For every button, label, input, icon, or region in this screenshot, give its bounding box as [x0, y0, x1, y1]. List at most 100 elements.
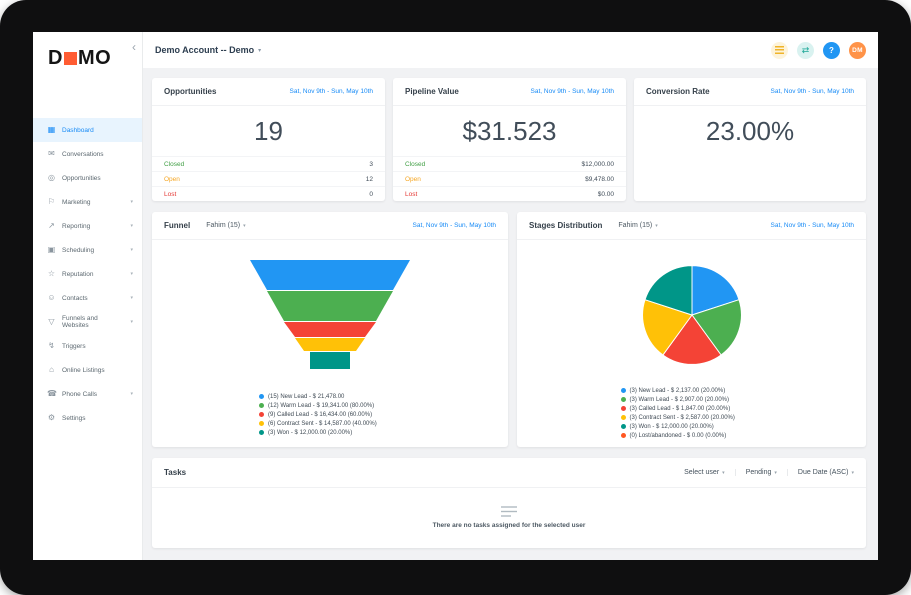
logo: D MO [48, 48, 111, 68]
stat-row-closed: Closed $12,000.00 [393, 156, 626, 171]
logo-square-icon [63, 51, 77, 65]
user-avatar[interactable]: DM [849, 41, 866, 59]
chevron-down-icon: ▾ [130, 271, 133, 277]
tasks-card: Tasks Select user ▾ Pending ▾ Due Date (AS… [152, 458, 866, 548]
legend-text: (12) Warm Lead - $ 19,341.00 (80.00%) [268, 402, 375, 409]
opportunities-card: Opportunities Sat, Nov 9th - Sun, May 10… [152, 78, 385, 201]
switch-account-button[interactable]: ⇄ [797, 41, 814, 59]
pie-chart-svg [641, 265, 742, 365]
legend-item: (3) Won - $ 12,000.00 (20.00%) [259, 428, 401, 437]
funnel-segment-new-lead[interactable] [250, 260, 410, 290]
card-title: Funnel [164, 221, 191, 230]
sidebar-item-funnels-and-websites[interactable]: ▽ Funnels and Websites ▾ [33, 310, 142, 334]
sidebar-item-opportunities[interactable]: ◎ Opportunities [33, 166, 142, 190]
app-window: D MO ▦ Dashboard ✉ Conversations ◎ Opportuni… [33, 32, 878, 560]
status-filter-dropdown[interactable]: Pending ▾ [734, 469, 787, 476]
account-selector[interactable]: Demo Account -- Demo ▾ [155, 45, 261, 55]
sidebar-item-label: Reporting [62, 222, 91, 230]
legend-item: (3) New Lead - $ 2,137.00 (20.00%) [620, 386, 763, 395]
stat-label: Lost [164, 190, 177, 198]
sidebar-collapse-button[interactable]: ‹ [132, 40, 136, 54]
funnel-segment-called-lead[interactable] [284, 322, 376, 337]
sidebar-item-phone-calls[interactable]: ☎ Phone Calls ▾ [33, 382, 142, 406]
stat-row-lost: Lost 0 [152, 186, 385, 201]
pie-slice-contract-sent[interactable] [641, 299, 693, 356]
pie-slice-called-lead[interactable] [661, 314, 722, 365]
funnel-segment-won[interactable] [310, 352, 350, 369]
sidebar-item-label: Opportunities [62, 174, 101, 182]
legend-dot-icon [620, 424, 626, 429]
stat-row-closed: Closed 3 [152, 156, 385, 171]
funnel-icon: ▽ [48, 317, 55, 326]
chevron-down-icon: ▾ [130, 319, 133, 325]
empty-list-icon [501, 506, 517, 517]
card-title: Pipeline Value [405, 87, 459, 96]
legend-item: (0) Lost/abandoned - $ 0.00 (0.00%) [620, 431, 763, 440]
help-button[interactable]: ? [823, 41, 840, 59]
topbar-icons: ⇄ ? DM [771, 41, 866, 59]
legend-dot-icon [620, 397, 626, 402]
sidebar-item-contacts[interactable]: ☺ Contacts ▾ [33, 286, 142, 310]
tasks-controls: Select user ▾ Pending ▾ Due Date (ASC) ▾ [674, 469, 854, 476]
dropdown-value: Select user [684, 469, 720, 476]
funnel-segment-warm-lead[interactable] [267, 291, 393, 321]
pie-slice-won[interactable] [643, 265, 692, 316]
sidebar-nav: ▦ Dashboard ✉ Conversations ◎ Opportunities… [33, 118, 142, 430]
chevron-down-icon: ▾ [130, 391, 133, 397]
legend-item: (3) Called Lead - $ 1,847.00 (20.00%) [620, 404, 763, 413]
sidebar-item-label: Funnels and Websites [62, 315, 98, 329]
stat-label: Open [405, 175, 421, 183]
stat-value: 3 [369, 160, 373, 168]
filter-value: Fahim (15) [206, 222, 241, 229]
sidebar-item-conversations[interactable]: ✉ Conversations [33, 142, 142, 166]
chevron-down-icon: ▾ [774, 469, 777, 476]
card-title: Stages Distribution [529, 221, 603, 230]
legend-text: (15) New Lead - $ 21,478.00 [268, 393, 345, 400]
legend-text: (3) Called Lead - $ 1,847.00 (20.00%) [629, 405, 731, 412]
sidebar-item-reporting[interactable]: ↗ Reporting ▾ [33, 214, 142, 238]
pie-slice-new-lead[interactable] [691, 265, 740, 316]
sidebar-item-marketing[interactable]: ⚐ Marketing ▾ [33, 190, 142, 214]
funnel-user-filter[interactable]: Fahim (15) ▾ [206, 222, 245, 229]
stages-user-filter[interactable]: Fahim (15) ▾ [618, 222, 657, 229]
sidebar-item-online-listings[interactable]: ⌂ Online Listings [33, 358, 142, 382]
gear-icon: ⚙ [47, 413, 56, 422]
quick-actions-button[interactable] [771, 41, 788, 59]
sidebar-item-triggers[interactable]: ↯ Triggers [33, 334, 142, 358]
sidebar-item-scheduling[interactable]: ▣ Scheduling ▾ [33, 238, 142, 262]
select-user-dropdown[interactable]: Select user ▾ [674, 469, 735, 476]
date-range-label: Sat, Nov 9th - Sun, May 10th [530, 88, 614, 95]
dropdown-value: Pending [745, 469, 772, 476]
sidebar-item-label: Phone Calls [62, 390, 98, 398]
avatar-initials: DM [852, 46, 863, 54]
sidebar-item-label: Scheduling [62, 246, 95, 254]
chevron-down-icon: ▾ [130, 223, 133, 229]
star-icon: ☆ [47, 269, 56, 278]
funnel-segment-contract-sent[interactable] [295, 338, 365, 351]
chevron-down-icon: ▾ [243, 222, 246, 229]
sidebar: D MO ▦ Dashboard ✉ Conversations ◎ Opportuni… [33, 32, 143, 560]
stat-label: Closed [164, 160, 185, 168]
stat-row-open: Open $9,478.00 [393, 171, 626, 186]
swap-arrows-icon: ⇄ [801, 44, 810, 55]
sidebar-item-dashboard[interactable]: ▦ Dashboard [33, 118, 142, 142]
legend-item: (12) Warm Lead - $ 19,341.00 (80.00%) [259, 401, 401, 410]
legend-text: (9) Called Lead - $ 16,434.00 (60.00%) [268, 411, 373, 418]
sidebar-item-label: Contacts [62, 294, 88, 302]
pie-slice-warm-lead[interactable] [690, 299, 742, 356]
sidebar-item-settings[interactable]: ⚙ Settings [33, 406, 142, 430]
funnel-legend: (15) New Lead - $ 21,478.00 (12) Warm Le… [152, 392, 508, 437]
stat-row-lost: Lost $0.00 [393, 186, 626, 201]
stat-value: $12,000.00 [581, 160, 614, 168]
sort-dropdown[interactable]: Due Date (ASC) ▾ [786, 469, 854, 476]
empty-tasks-message: There are no tasks assigned for the sele… [432, 522, 586, 529]
legend-item: (3) Warm Lead - $ 2,907.00 (20.00%) [620, 395, 763, 404]
dashboard-content: Opportunities Sat, Nov 9th - Sun, May 10… [143, 68, 878, 560]
stages-legend: (3) New Lead - $ 2,137.00 (20.00%) (3) W… [517, 386, 866, 440]
stages-pie-chart [517, 240, 866, 386]
sidebar-item-reputation[interactable]: ☆ Reputation ▾ [33, 262, 142, 286]
legend-text: (6) Contract Sent - $ 14,587.00 (40.00%) [268, 420, 377, 427]
pipeline-value: $31.523 [462, 115, 557, 146]
stat-label: Closed [405, 160, 426, 168]
